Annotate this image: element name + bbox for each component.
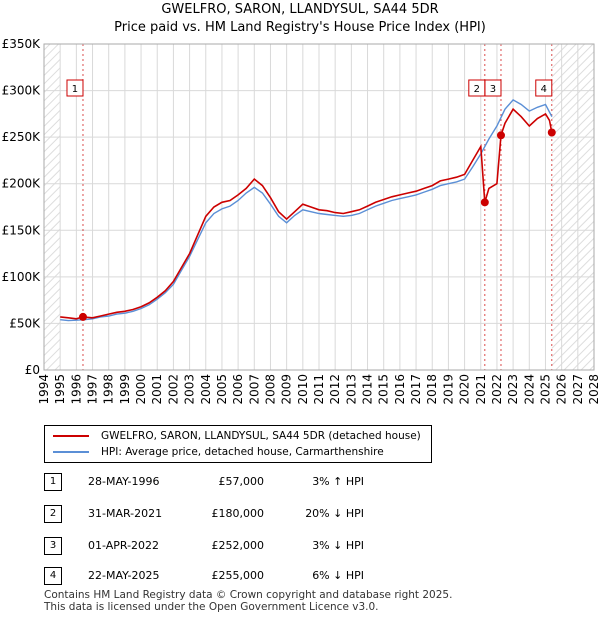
x-tick-label: 1995 bbox=[53, 374, 67, 405]
x-tick-label: 1994 bbox=[37, 374, 51, 405]
transaction-hpi: 6% ↓ HPI bbox=[312, 569, 364, 582]
sale-point bbox=[78, 312, 87, 321]
sale-label-box bbox=[66, 79, 84, 97]
footer-attribution: Contains HM Land Registry data © Crown c… bbox=[44, 589, 453, 613]
footer-line-copyright: Contains HM Land Registry data © Crown c… bbox=[44, 589, 453, 601]
transaction-number: 2 bbox=[44, 505, 62, 523]
transaction-hpi: 20% ↓ HPI bbox=[305, 507, 364, 520]
plot-border bbox=[43, 43, 595, 371]
x-tick-label: 1998 bbox=[102, 374, 116, 405]
legend-item-property: GWELFRO, SARON, LLANDYSUL, SA44 5DR (det… bbox=[53, 428, 421, 444]
x-tick-label: 1996 bbox=[69, 374, 83, 405]
x-tick-label: 2012 bbox=[328, 374, 342, 405]
x-tick-label: 2001 bbox=[150, 374, 164, 405]
x-tick-label: 2005 bbox=[215, 374, 229, 405]
x-tick-label: 2008 bbox=[263, 374, 277, 405]
transaction-number: 3 bbox=[44, 537, 62, 555]
x-tick-label: 2024 bbox=[522, 374, 536, 405]
x-tick-label: 2006 bbox=[231, 374, 245, 405]
sale-label: 4 bbox=[541, 84, 547, 95]
transaction-price: £255,000 bbox=[211, 569, 265, 582]
transaction-price: £180,000 bbox=[211, 507, 265, 520]
x-tick-label: 2023 bbox=[506, 374, 520, 405]
transaction-number: 1 bbox=[44, 473, 62, 491]
transaction-date: 22-MAY-2025 bbox=[88, 569, 160, 582]
chart-legend: GWELFRO, SARON, LLANDYSUL, SA44 5DR (det… bbox=[44, 425, 432, 463]
red-line-swatch-icon bbox=[53, 435, 89, 437]
x-tick-label: 2021 bbox=[474, 374, 488, 405]
x-tick-label: 2004 bbox=[199, 374, 213, 405]
x-tick-label: 2015 bbox=[377, 374, 391, 405]
sale-label: 2 bbox=[474, 84, 480, 95]
sale-label-box bbox=[484, 79, 502, 97]
sale-label-box bbox=[535, 79, 553, 97]
hatched-region-future bbox=[551, 44, 594, 370]
x-tick-label: 2026 bbox=[555, 374, 569, 405]
transaction-price: £252,000 bbox=[211, 539, 265, 552]
x-tick-label: 1997 bbox=[86, 374, 100, 405]
x-tick-label: 2019 bbox=[441, 374, 455, 405]
transaction-date: 31-MAR-2021 bbox=[88, 507, 163, 520]
transaction-date: 28-MAY-1996 bbox=[88, 475, 160, 488]
x-tick-label: 2007 bbox=[247, 374, 261, 405]
legend-label-property: GWELFRO, SARON, LLANDYSUL, SA44 5DR (det… bbox=[101, 430, 421, 442]
x-tick-label: 2017 bbox=[409, 374, 423, 405]
x-tick-label: 2020 bbox=[458, 374, 472, 405]
x-tick-label: 2011 bbox=[312, 374, 326, 405]
y-tick-label: £50K bbox=[9, 316, 41, 330]
transaction-number: 4 bbox=[44, 567, 62, 585]
chart-subtitle: Price paid vs. HM Land Registry's House … bbox=[114, 20, 486, 35]
property-price-line bbox=[60, 107, 553, 320]
y-tick-label: £100K bbox=[2, 270, 42, 284]
y-tick-label: £250K bbox=[2, 130, 42, 144]
blue-line-swatch-icon bbox=[53, 451, 89, 453]
price-chart: £0 £50K £100K £150K £200K £250K £300K £350K 1994… bbox=[2, 37, 600, 405]
sale-point bbox=[496, 131, 505, 140]
sale-point bbox=[480, 198, 489, 207]
y-tick-label: £200K bbox=[2, 177, 42, 191]
hpi-line bbox=[60, 99, 553, 322]
x-tick-label: 2003 bbox=[183, 374, 197, 405]
transaction-hpi: 3% ↓ HPI bbox=[312, 539, 364, 552]
footer-line-license: This data is licensed under the Open Gov… bbox=[44, 600, 379, 613]
hatched-region-past bbox=[44, 44, 61, 370]
y-tick-label: £300K bbox=[2, 84, 42, 98]
chart-title: GWELFRO, SARON, LLANDYSUL, SA44 5DR bbox=[161, 2, 439, 17]
x-tick-label: 2022 bbox=[490, 374, 504, 405]
x-tick-label: 2009 bbox=[280, 374, 294, 405]
x-tick-label: 2028 bbox=[587, 374, 600, 405]
x-tick-label: 2018 bbox=[425, 374, 439, 405]
legend-label-hpi: HPI: Average price, detached house, Carm… bbox=[101, 446, 384, 458]
x-tick-label: 2010 bbox=[296, 374, 310, 405]
y-tick-label: £150K bbox=[2, 223, 42, 237]
x-tick-label: 2016 bbox=[393, 374, 407, 405]
y-tick-label: £350K bbox=[2, 37, 42, 51]
x-tick-label: 2000 bbox=[134, 374, 148, 405]
y-tick-label: £0 bbox=[25, 363, 40, 377]
x-tick-label: 2014 bbox=[361, 374, 375, 405]
x-tick-label: 2013 bbox=[344, 374, 358, 405]
x-tick-label: 2002 bbox=[166, 374, 180, 405]
legend-item-hpi: HPI: Average price, detached house, Carm… bbox=[53, 444, 384, 460]
transaction-price: £57,000 bbox=[218, 475, 265, 488]
sale-point bbox=[547, 128, 556, 137]
sale-label: 3 bbox=[490, 84, 496, 95]
sale-label: 1 bbox=[72, 84, 78, 95]
x-tick-label: 2025 bbox=[538, 374, 552, 405]
x-tick-label: 1999 bbox=[118, 374, 132, 405]
x-tick-label: 2027 bbox=[571, 374, 585, 405]
transaction-hpi: 3% ↑ HPI bbox=[312, 475, 364, 488]
transaction-date: 01-APR-2022 bbox=[88, 539, 160, 552]
